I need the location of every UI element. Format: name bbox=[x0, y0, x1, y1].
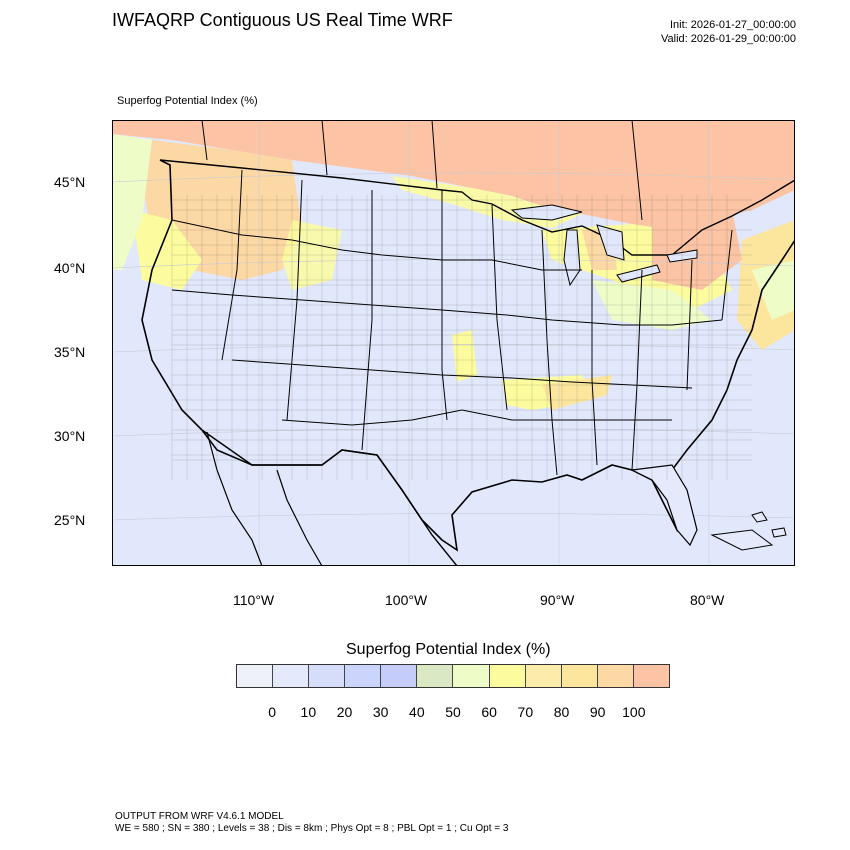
legend-swatch bbox=[561, 665, 598, 687]
model-info-line1: OUTPUT FROM WRF V4.6.1 MODEL bbox=[115, 811, 284, 822]
color-legend-bar bbox=[236, 664, 670, 688]
canada-province-lines bbox=[201, 120, 643, 221]
legend-swatch bbox=[597, 665, 634, 687]
atlantic-ocean bbox=[702, 340, 795, 566]
lat-label-30: 30°N bbox=[54, 428, 86, 444]
canada-region bbox=[112, 120, 795, 230]
lat-label-45: 45°N bbox=[54, 174, 86, 190]
pacific-coast-green bbox=[112, 134, 152, 270]
legend-tick-label: 40 bbox=[409, 704, 425, 720]
legend-swatch bbox=[489, 665, 526, 687]
labrador-green bbox=[752, 260, 795, 320]
county-grid bbox=[171, 195, 752, 480]
florida bbox=[629, 464, 698, 547]
us-outline bbox=[141, 159, 795, 552]
lat-label-40: 40°N bbox=[54, 260, 86, 276]
legend-swatch bbox=[525, 665, 562, 687]
map-title: IWFAQRP Contiguous US Real Time WRF bbox=[112, 10, 453, 30]
model-info-line2: WE = 580 ; SN = 380 ; Levels = 38 ; Dis … bbox=[115, 823, 509, 834]
legend-tick-label: 70 bbox=[517, 704, 534, 720]
legend-tick-label: 100 bbox=[622, 704, 646, 720]
lon-label-80w: 80°W bbox=[690, 592, 725, 608]
map-border bbox=[112, 120, 795, 566]
caribbean-islands bbox=[710, 511, 787, 551]
lat-label-35: 35°N bbox=[54, 344, 86, 360]
legend-swatch bbox=[273, 665, 310, 687]
legend-title: Superfog Potential Index (%) bbox=[346, 641, 551, 658]
lon-label-90w: 90°W bbox=[540, 592, 575, 608]
legend-tick-label: 50 bbox=[445, 704, 461, 720]
lat-label-25: 25°N bbox=[54, 512, 86, 528]
pacific-nw-yellow bbox=[132, 210, 202, 290]
legend-tick-label: 60 bbox=[481, 704, 497, 720]
valid-time: Valid: 2026-01-29_00:00:00 bbox=[661, 33, 796, 45]
gulf-of-mexico bbox=[412, 475, 672, 566]
init-time: Init: 2026-01-27_00:00:00 bbox=[670, 19, 796, 31]
legend-swatch bbox=[417, 665, 454, 687]
oklahoma-yellow bbox=[452, 330, 477, 382]
lake-erie bbox=[616, 264, 661, 283]
legend-tick-label: 30 bbox=[372, 704, 389, 720]
lon-label-100w: 100°W bbox=[385, 592, 428, 608]
legend-tick-label: 20 bbox=[336, 704, 353, 720]
legend-tick-label: 80 bbox=[553, 704, 570, 720]
mexico-border bbox=[201, 429, 458, 566]
lon-label-110w: 110°W bbox=[233, 592, 275, 608]
map-panel bbox=[112, 120, 795, 566]
legend-swatch bbox=[453, 665, 490, 687]
legend-tick-label: 0 bbox=[268, 704, 277, 720]
map-subtitle: Superfog Potential Index (%) bbox=[117, 95, 258, 107]
legend-tick-label: 90 bbox=[589, 704, 606, 720]
legend-swatch bbox=[633, 665, 669, 687]
legend-tick-label: 10 bbox=[300, 704, 317, 720]
legend-swatch bbox=[309, 665, 346, 687]
legend-swatch bbox=[381, 665, 418, 687]
legend-swatch bbox=[237, 665, 274, 687]
baja-coast bbox=[206, 431, 323, 566]
legend-swatch bbox=[345, 665, 382, 687]
